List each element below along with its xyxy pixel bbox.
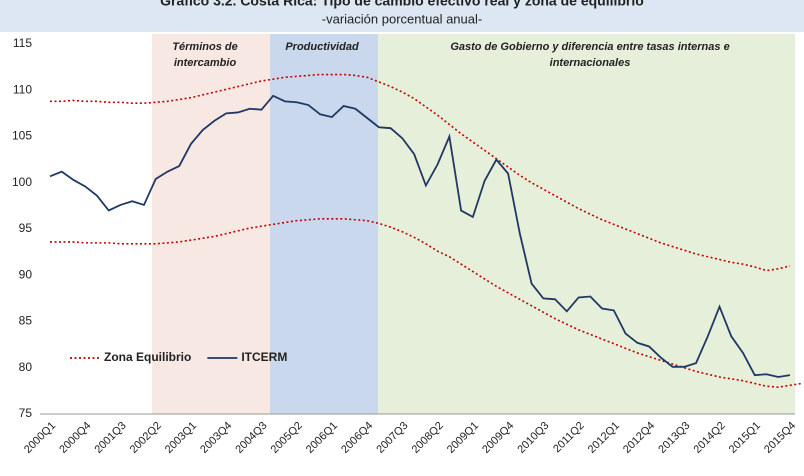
- y-tick-label: 100: [12, 175, 32, 189]
- y-tick-label: 115: [13, 36, 32, 50]
- y-tick-label: 90: [19, 267, 33, 281]
- x-tick-label: 2010Q3: [515, 420, 551, 456]
- period-band: [378, 34, 795, 414]
- y-tick-label: 95: [19, 221, 33, 235]
- chart-title: Gráfico 3.2. Costa Rica: Tipo de cambio …: [160, 0, 644, 9]
- x-tick-label: 2011Q2: [551, 420, 587, 456]
- x-tick-label: 2015Q1: [727, 420, 763, 456]
- x-tick-label: 2002Q2: [128, 420, 164, 456]
- x-tick-label: 2003Q1: [163, 420, 199, 456]
- x-tick-label: 2000Q4: [57, 420, 93, 456]
- x-tick-label: 2004Q3: [233, 420, 269, 456]
- x-tick-label: 2001Q3: [92, 420, 128, 456]
- x-tick-label: 2003Q4: [198, 420, 234, 456]
- y-tick-label: 85: [19, 314, 33, 328]
- x-tick-label: 2008Q2: [410, 420, 446, 456]
- series-line: [50, 218, 802, 388]
- y-tick-label: 105: [12, 129, 32, 143]
- x-tick-label: 2006Q4: [339, 420, 375, 456]
- annotation: internacionales: [550, 57, 631, 69]
- y-tick-label: 110: [13, 82, 32, 96]
- x-tick-label: 2012Q4: [621, 420, 657, 456]
- title-band: [0, 0, 804, 32]
- annotation: Productividad: [285, 41, 359, 53]
- legend-label: ITCERM: [241, 350, 287, 364]
- y-tick-label: 80: [19, 360, 33, 374]
- x-tick-label: 2015Q4: [762, 420, 798, 456]
- x-tick-label: 2014Q2: [692, 420, 728, 456]
- annotation: Términos de: [172, 41, 237, 53]
- x-tick-label: 2006Q1: [304, 420, 340, 456]
- period-band: [270, 34, 378, 414]
- legend-label: Zona Equilibrio: [104, 350, 191, 364]
- series-line: [49, 94, 791, 378]
- x-tick-label: 2012Q1: [586, 420, 622, 456]
- period-band: [152, 34, 270, 414]
- series-line: [50, 73, 791, 272]
- x-tick-label: 2009Q4: [480, 420, 516, 456]
- annotation: intercambio: [174, 57, 237, 69]
- x-tick-label: 2013Q3: [656, 420, 692, 456]
- x-tick-label: 2005Q2: [269, 420, 305, 456]
- annotation: Gasto de Gobierno y diferencia entre tas…: [450, 41, 729, 53]
- x-tick-label: 2009Q1: [445, 420, 481, 456]
- y-tick-label: 75: [19, 406, 33, 420]
- x-tick-label: 2007Q3: [374, 420, 410, 456]
- chart-subtitle: -variación porcentual anual-: [322, 11, 482, 26]
- x-tick-label: 2000Q1: [22, 420, 58, 456]
